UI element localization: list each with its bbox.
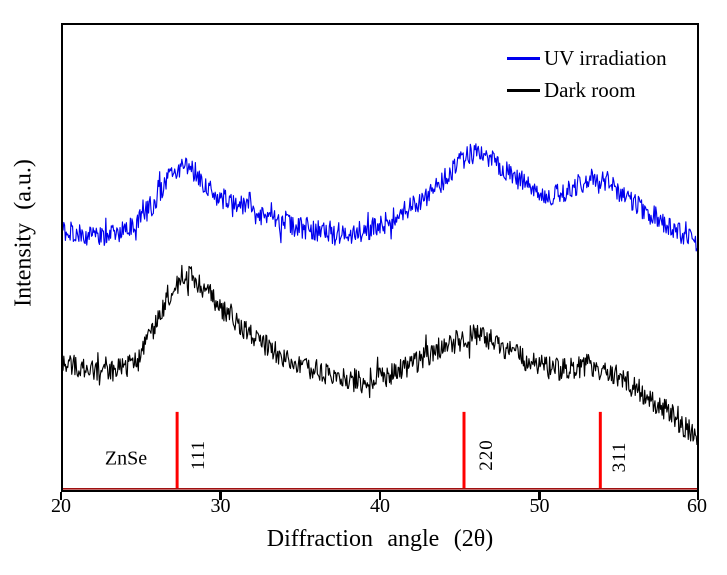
plot-area: UV irradiation Dark room ZnSe 111 220 31…: [61, 23, 699, 492]
x-axis-tick: [219, 492, 222, 500]
legend-label-uv-irradiation: UV irradiation: [544, 45, 667, 70]
x-tick-label: 60: [687, 495, 707, 517]
x-axis-label: Diffraction angle (2θ): [266, 526, 494, 552]
x-tick-label: 30: [210, 495, 231, 517]
curve-uv-irradiation: [63, 143, 697, 252]
x-axis-tick: [378, 492, 382, 500]
uv-irradiation-line-swatch: [507, 56, 540, 60]
legend: UV irradiation Dark room: [507, 45, 667, 109]
curve-dark-room: [63, 264, 697, 446]
legend-entry-dark-room: Dark room: [507, 77, 667, 103]
x-axis-tick: [59, 492, 63, 500]
hkl-label-311: 311: [609, 441, 630, 473]
dark-room-line-swatch: [507, 88, 540, 92]
x-axis-tick: [696, 492, 700, 500]
y-axis-label: Intensity (a.u.): [10, 159, 37, 307]
hkl-label-111: 111: [188, 439, 209, 471]
legend-label-dark-room: Dark room: [544, 77, 636, 102]
xrd-curves-canvas: [63, 143, 697, 490]
x-tick-label: 20: [51, 495, 71, 517]
x-tick-label: 50: [529, 495, 550, 517]
legend-entry-uv-irradiation: UV irradiation: [507, 45, 667, 71]
hkl-label-220: 220: [476, 439, 497, 471]
x-axis-tick: [538, 492, 541, 500]
x-tick-label: 40: [370, 495, 390, 517]
reference-phase-label: ZnSe: [104, 447, 148, 470]
